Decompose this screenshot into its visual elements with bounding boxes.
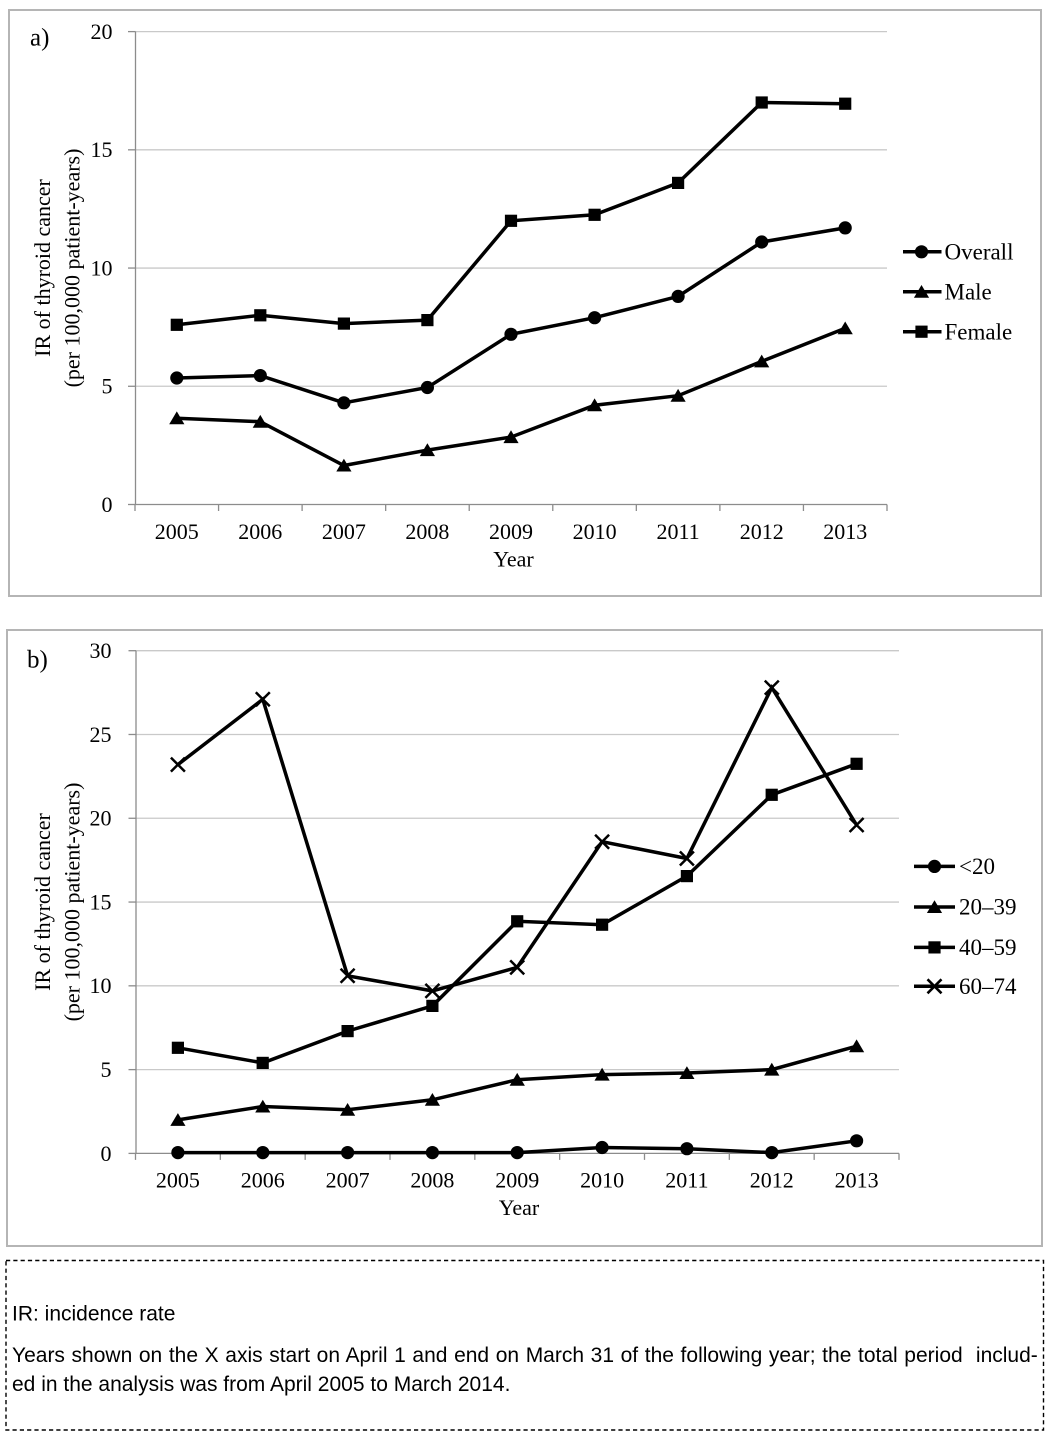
- svg-text:2009: 2009: [495, 1168, 539, 1193]
- svg-text:2010: 2010: [573, 519, 617, 544]
- svg-text:5: 5: [101, 1057, 112, 1082]
- svg-text:20: 20: [91, 19, 113, 44]
- svg-text:2008: 2008: [405, 519, 449, 544]
- svg-text:15: 15: [90, 890, 112, 915]
- svg-text:40–59: 40–59: [959, 935, 1017, 960]
- svg-text:Year: Year: [499, 1195, 540, 1220]
- svg-text:IR of thyroid cancer: IR of thyroid cancer: [30, 178, 55, 356]
- svg-text:0: 0: [102, 492, 113, 517]
- svg-text:Years shown on the X axis star: Years shown on the X axis start on April…: [12, 1344, 1038, 1367]
- svg-text:30: 30: [90, 638, 112, 663]
- svg-text:2007: 2007: [322, 519, 366, 544]
- svg-text:b): b): [27, 647, 48, 674]
- svg-text:10: 10: [91, 255, 113, 280]
- svg-text:2010: 2010: [580, 1168, 624, 1193]
- svg-text:2006: 2006: [238, 519, 282, 544]
- svg-text:2012: 2012: [750, 1168, 794, 1193]
- svg-text:Overall: Overall: [945, 239, 1014, 264]
- svg-text:Female: Female: [945, 319, 1013, 344]
- svg-text:IR of thyroid cancer: IR of thyroid cancer: [30, 812, 55, 990]
- svg-text:2011: 2011: [665, 1168, 708, 1193]
- svg-text:2013: 2013: [835, 1168, 879, 1193]
- svg-text:20: 20: [90, 806, 112, 831]
- svg-text:2005: 2005: [155, 519, 199, 544]
- svg-text:ed in the analysis was from Ap: ed in the analysis was from April 2005 t…: [12, 1373, 510, 1396]
- svg-text:(per 100,000 patient-years): (per 100,000 patient-years): [60, 783, 85, 1022]
- svg-text:2013: 2013: [823, 519, 867, 544]
- svg-text:20–39: 20–39: [959, 895, 1017, 920]
- svg-text:2007: 2007: [326, 1168, 370, 1193]
- svg-text:(per 100,000 patient-years): (per 100,000 patient-years): [60, 149, 85, 388]
- svg-text:a): a): [30, 25, 49, 52]
- svg-text:2011: 2011: [657, 519, 700, 544]
- svg-text:<20: <20: [959, 854, 995, 879]
- svg-text:25: 25: [90, 722, 112, 747]
- svg-text:2005: 2005: [156, 1168, 200, 1193]
- svg-text:2008: 2008: [410, 1168, 454, 1193]
- svg-text:10: 10: [90, 973, 112, 998]
- svg-text:0: 0: [101, 1141, 112, 1166]
- svg-text:2012: 2012: [740, 519, 784, 544]
- svg-text:Male: Male: [945, 279, 992, 304]
- svg-text:15: 15: [91, 137, 113, 162]
- svg-text:Year: Year: [493, 547, 534, 572]
- svg-text:5: 5: [102, 374, 113, 399]
- svg-text:2009: 2009: [489, 519, 533, 544]
- svg-text:2006: 2006: [241, 1168, 285, 1193]
- svg-text:IR: incidence rate: IR: incidence rate: [12, 1303, 175, 1326]
- svg-text:60–74: 60–74: [959, 974, 1017, 999]
